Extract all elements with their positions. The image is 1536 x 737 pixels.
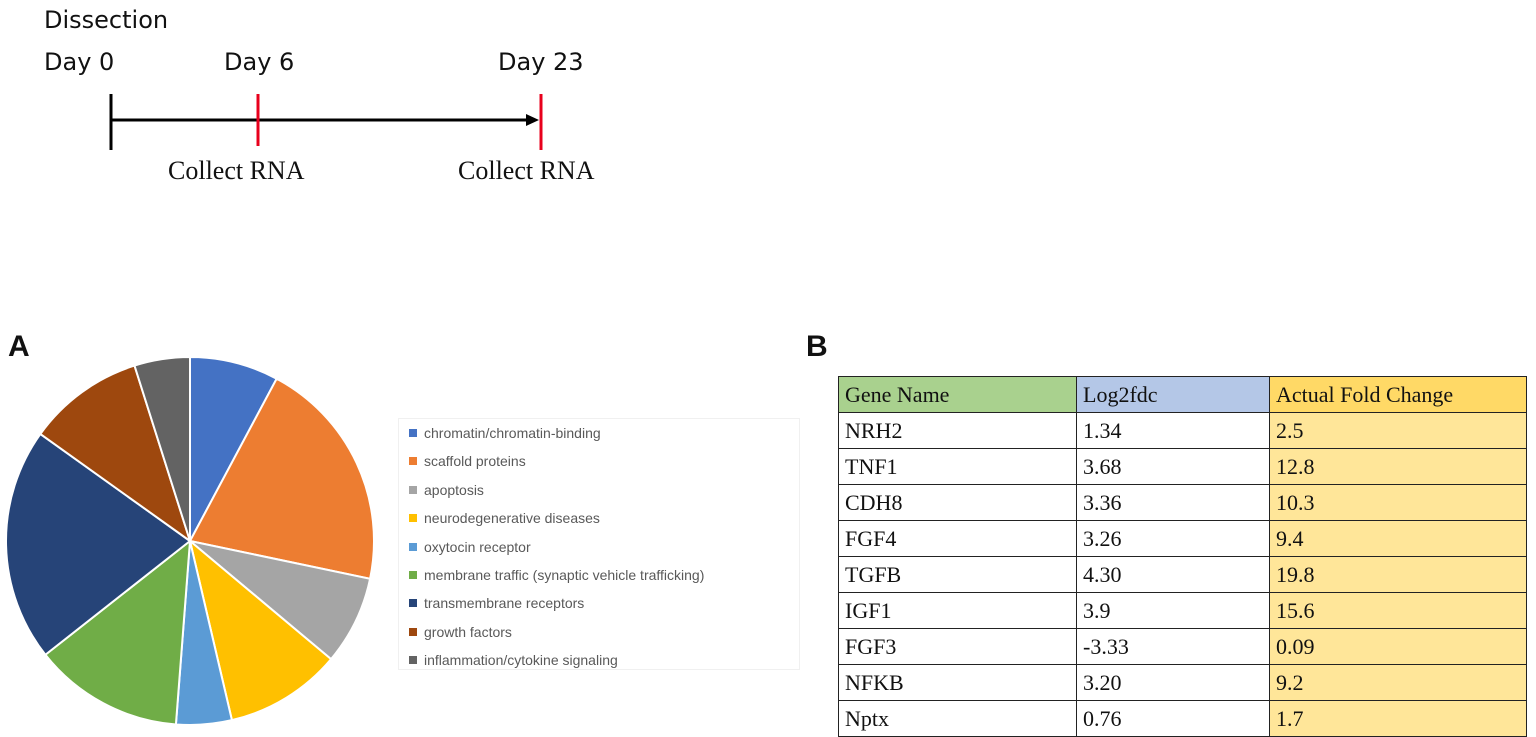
gene-name-cell: TNF1 (838, 448, 1077, 485)
gene-name-cell: FGF3 (838, 628, 1077, 665)
legend-label: neurodegenerative diseases (424, 510, 600, 527)
legend-item: oxytocin receptor (409, 537, 531, 557)
legend-label: chromatin/chromatin-binding (424, 425, 601, 441)
fold-change-cell: 12.8 (1269, 448, 1527, 485)
table-header-log2fdc: Log2fdc (1076, 376, 1270, 413)
legend-label: growth factors (424, 623, 512, 640)
pie-slice-8 (133, 355, 191, 542)
fold-change-cell: 9.4 (1269, 520, 1527, 557)
pie-slice-6 (5, 432, 192, 657)
pie-slice-3 (188, 538, 333, 722)
gene-name-cell: NFKB (838, 664, 1077, 701)
pie-chart (5, 355, 375, 726)
log2fdc-cell: 3.26 (1076, 520, 1270, 557)
pie-legend: chromatin/chromatin-binding scaffold prot… (398, 418, 800, 670)
table-header-row: Gene Name Log2fdc Actual Fold Change (838, 376, 1527, 413)
legend-label: membrane traffic (synaptic vehicle traff… (424, 567, 705, 583)
table-header-actual-fold-change: Actual Fold Change (1269, 376, 1527, 413)
legend-label: apoptosis (424, 481, 484, 498)
log2fdc-cell: 0.76 (1076, 700, 1270, 737)
legend-swatch (409, 571, 417, 579)
legend-label: inflammation/cytokine signaling (424, 652, 618, 669)
fold-change-cell: 0.09 (1269, 628, 1527, 665)
legend-swatch (409, 485, 417, 494)
pie-slice-5 (43, 538, 192, 726)
legend-item: apoptosis (409, 480, 484, 500)
legend-swatch (409, 627, 417, 636)
legend-swatch (409, 429, 417, 437)
timeline-day-23-label: Day 23 (498, 48, 584, 76)
gene-name-cell: FGF4 (838, 520, 1077, 557)
timeline-day-6-label: Day 6 (224, 48, 295, 76)
table-header-gene-name: Gene Name (838, 376, 1077, 413)
log2fdc-cell: 1.34 (1076, 412, 1270, 449)
timeline-graphic (109, 94, 543, 150)
legend-label: transmembrane receptors (424, 595, 585, 612)
legend-item: scaffold proteins (409, 451, 526, 471)
legend-swatch (409, 656, 417, 665)
gene-name-cell: TGFB (838, 556, 1077, 593)
pie-slice-7 (38, 364, 192, 544)
legend-swatch (409, 514, 417, 523)
fold-change-cell: 19.8 (1269, 556, 1527, 593)
log2fdc-cell: -3.33 (1076, 628, 1270, 665)
legend-item: inflammation/cytokine signaling (409, 650, 618, 670)
gene-name-cell: NRH2 (838, 412, 1077, 449)
legend-item: transmembrane receptors (409, 593, 584, 613)
fold-change-cell: 10.3 (1269, 484, 1527, 521)
fold-change-cell: 15.6 (1269, 592, 1527, 629)
table-row: IGF1 3.9 15.6 (838, 592, 1527, 629)
log2fdc-cell: 3.20 (1076, 664, 1270, 701)
log2fdc-cell: 3.9 (1076, 592, 1270, 629)
legend-swatch (409, 599, 417, 608)
legend-label: oxytocin receptor (424, 538, 531, 555)
table-row: FGF4 3.26 9.4 (838, 520, 1527, 557)
table-row: TGFB 4.30 19.8 (838, 556, 1527, 593)
panel-label-a: A (8, 330, 30, 363)
pie-slice-1 (188, 377, 375, 580)
gene-name-cell: Nptx (838, 700, 1077, 737)
timeline-title: Dissection (44, 6, 169, 34)
legend-item: growth factors (409, 622, 512, 642)
table-row: NFKB 3.20 9.2 (838, 664, 1527, 701)
timeline-day-0-label: Day 0 (44, 48, 115, 76)
gene-name-cell: CDH8 (838, 484, 1077, 521)
log2fdc-cell: 3.68 (1076, 448, 1270, 485)
fold-change-cell: 1.7 (1269, 700, 1527, 737)
gene-name-cell: IGF1 (838, 592, 1077, 629)
legend-label: scaffold proteins (424, 453, 526, 470)
table-row: TNF1 3.68 12.8 (838, 448, 1527, 485)
table-row: Nptx 0.76 1.7 (838, 700, 1527, 737)
legend-item: membrane traffic (synaptic vehicle traff… (409, 565, 704, 585)
legend-swatch (409, 457, 417, 466)
legend-item: chromatin/chromatin-binding (409, 423, 601, 443)
table-row: CDH8 3.36 10.3 (838, 484, 1527, 521)
gene-fold-change-table: Gene Name Log2fdc Actual Fold Change NRH… (838, 376, 1527, 737)
fold-change-cell: 2.5 (1269, 412, 1527, 449)
timeline-arrowhead (526, 114, 539, 126)
legend-swatch (409, 542, 417, 551)
panel-label-b: B (806, 330, 828, 363)
log2fdc-cell: 3.36 (1076, 484, 1270, 521)
table-row: FGF3 -3.33 0.09 (838, 628, 1527, 665)
collect-rna-label-day-6: Collect RNA (168, 156, 305, 185)
fold-change-cell: 9.2 (1269, 664, 1527, 701)
table-row: NRH2 1.34 2.5 (838, 412, 1527, 449)
legend-item: neurodegenerative diseases (409, 508, 600, 528)
collect-rna-label-day-23: Collect RNA (458, 156, 595, 185)
log2fdc-cell: 4.30 (1076, 556, 1270, 593)
